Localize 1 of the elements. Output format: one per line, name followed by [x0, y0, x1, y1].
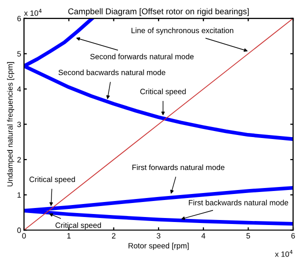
chart-title: Campbell Diagram [Offset rotor on rigid bearings]: [68, 8, 249, 16]
